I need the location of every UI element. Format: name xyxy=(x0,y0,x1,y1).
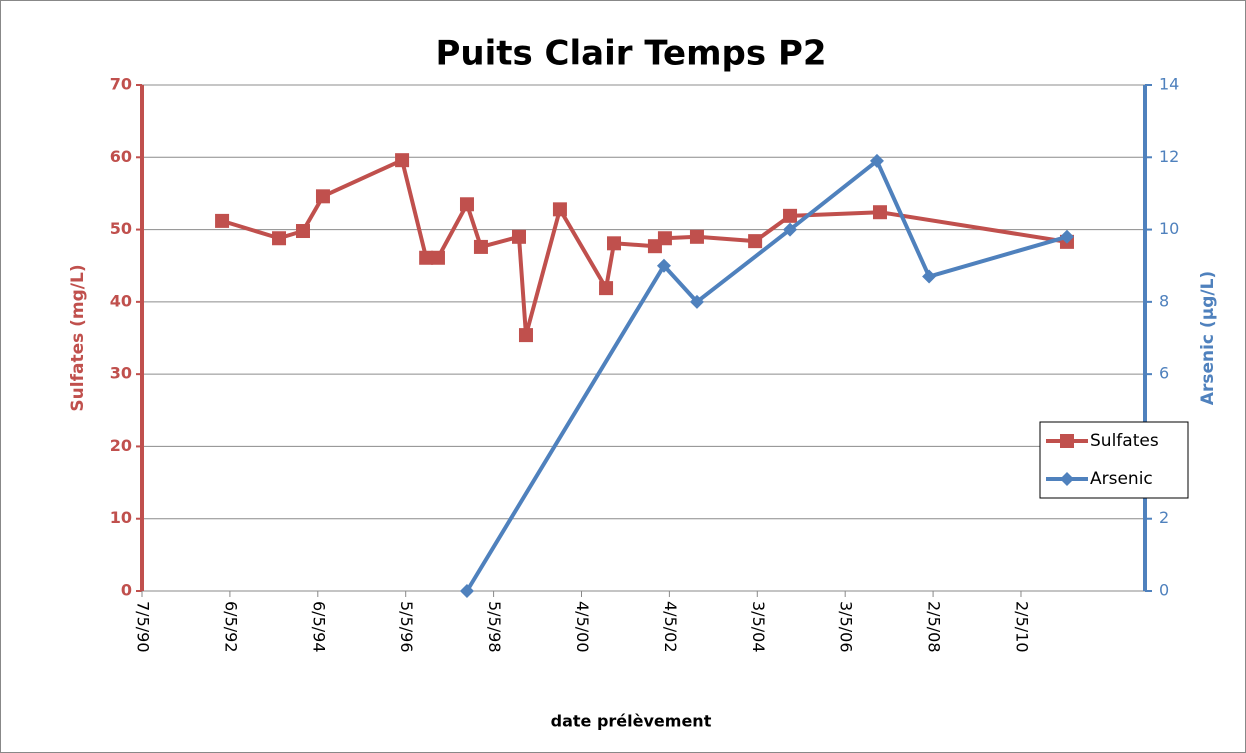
x-tick-label: 6/5/92 xyxy=(221,601,240,653)
y2-tick-label: 6 xyxy=(1159,364,1169,383)
x-tick-label: 2/5/10 xyxy=(1012,601,1031,653)
data-point xyxy=(748,234,763,249)
x-axis-label: date prélèvement xyxy=(551,712,712,731)
data-point xyxy=(689,229,704,244)
chart-title: Puits Clair Temps P2 xyxy=(435,34,826,74)
x-tick-label: 5/5/98 xyxy=(485,601,504,653)
y-tick-label: 70 xyxy=(110,75,132,94)
legend-label: Sulfates xyxy=(1090,431,1159,451)
data-point xyxy=(272,231,287,246)
x-tick-label: 3/5/04 xyxy=(749,601,768,653)
data-point xyxy=(552,202,567,217)
data-point xyxy=(473,239,488,254)
y2-axis-label: Arsenic (µg/L) xyxy=(1198,271,1218,405)
data-point xyxy=(459,584,474,598)
y2-tick-label: 0 xyxy=(1159,581,1169,600)
data-point xyxy=(783,208,798,223)
data-point xyxy=(607,236,621,251)
y-tick-label: 40 xyxy=(110,291,132,310)
data-point xyxy=(215,213,230,228)
data-point xyxy=(1060,434,1074,448)
y-axis-label: Sulfates (mg/L) xyxy=(68,264,88,411)
data-point xyxy=(689,294,704,309)
data-point xyxy=(922,269,937,284)
y2-tick-label: 8 xyxy=(1159,291,1169,310)
data-point xyxy=(1060,472,1074,486)
x-tick-label: 7/5/90 xyxy=(134,601,153,653)
data-point xyxy=(872,205,887,220)
data-point xyxy=(656,258,671,273)
data-point xyxy=(783,222,798,237)
x-tick-label: 3/5/06 xyxy=(837,601,856,653)
data-point xyxy=(295,224,310,239)
y2-tick-label: 12 xyxy=(1159,147,1179,166)
y2-tick-label: 2 xyxy=(1159,508,1169,527)
data-point xyxy=(315,189,330,204)
y-tick-label: 50 xyxy=(110,219,132,238)
x-tick-label: 2/5/08 xyxy=(925,601,944,653)
data-point xyxy=(1059,229,1074,244)
data-point xyxy=(419,250,434,265)
legend-label: Arsenic xyxy=(1090,469,1153,489)
data-point xyxy=(511,229,526,244)
y2-tick-label: 10 xyxy=(1159,219,1179,238)
y2-tick-label: 14 xyxy=(1159,75,1179,94)
y-tick-label: 10 xyxy=(110,508,132,527)
x-tick-label: 5/5/96 xyxy=(397,601,416,653)
data-point xyxy=(518,328,533,343)
y-tick-label: 0 xyxy=(121,581,132,600)
y-tick-label: 30 xyxy=(110,364,132,383)
y-tick-label: 60 xyxy=(110,147,132,166)
x-tick-label: 4/5/00 xyxy=(573,601,592,653)
data-point xyxy=(430,250,445,265)
data-point xyxy=(599,281,614,296)
data-point xyxy=(395,153,410,168)
y-tick-label: 20 xyxy=(110,436,132,455)
data-point xyxy=(459,197,474,212)
x-tick-label: 4/5/02 xyxy=(661,601,680,653)
data-point xyxy=(657,231,672,246)
data-point xyxy=(869,153,884,168)
x-tick-label: 6/5/94 xyxy=(309,601,328,653)
